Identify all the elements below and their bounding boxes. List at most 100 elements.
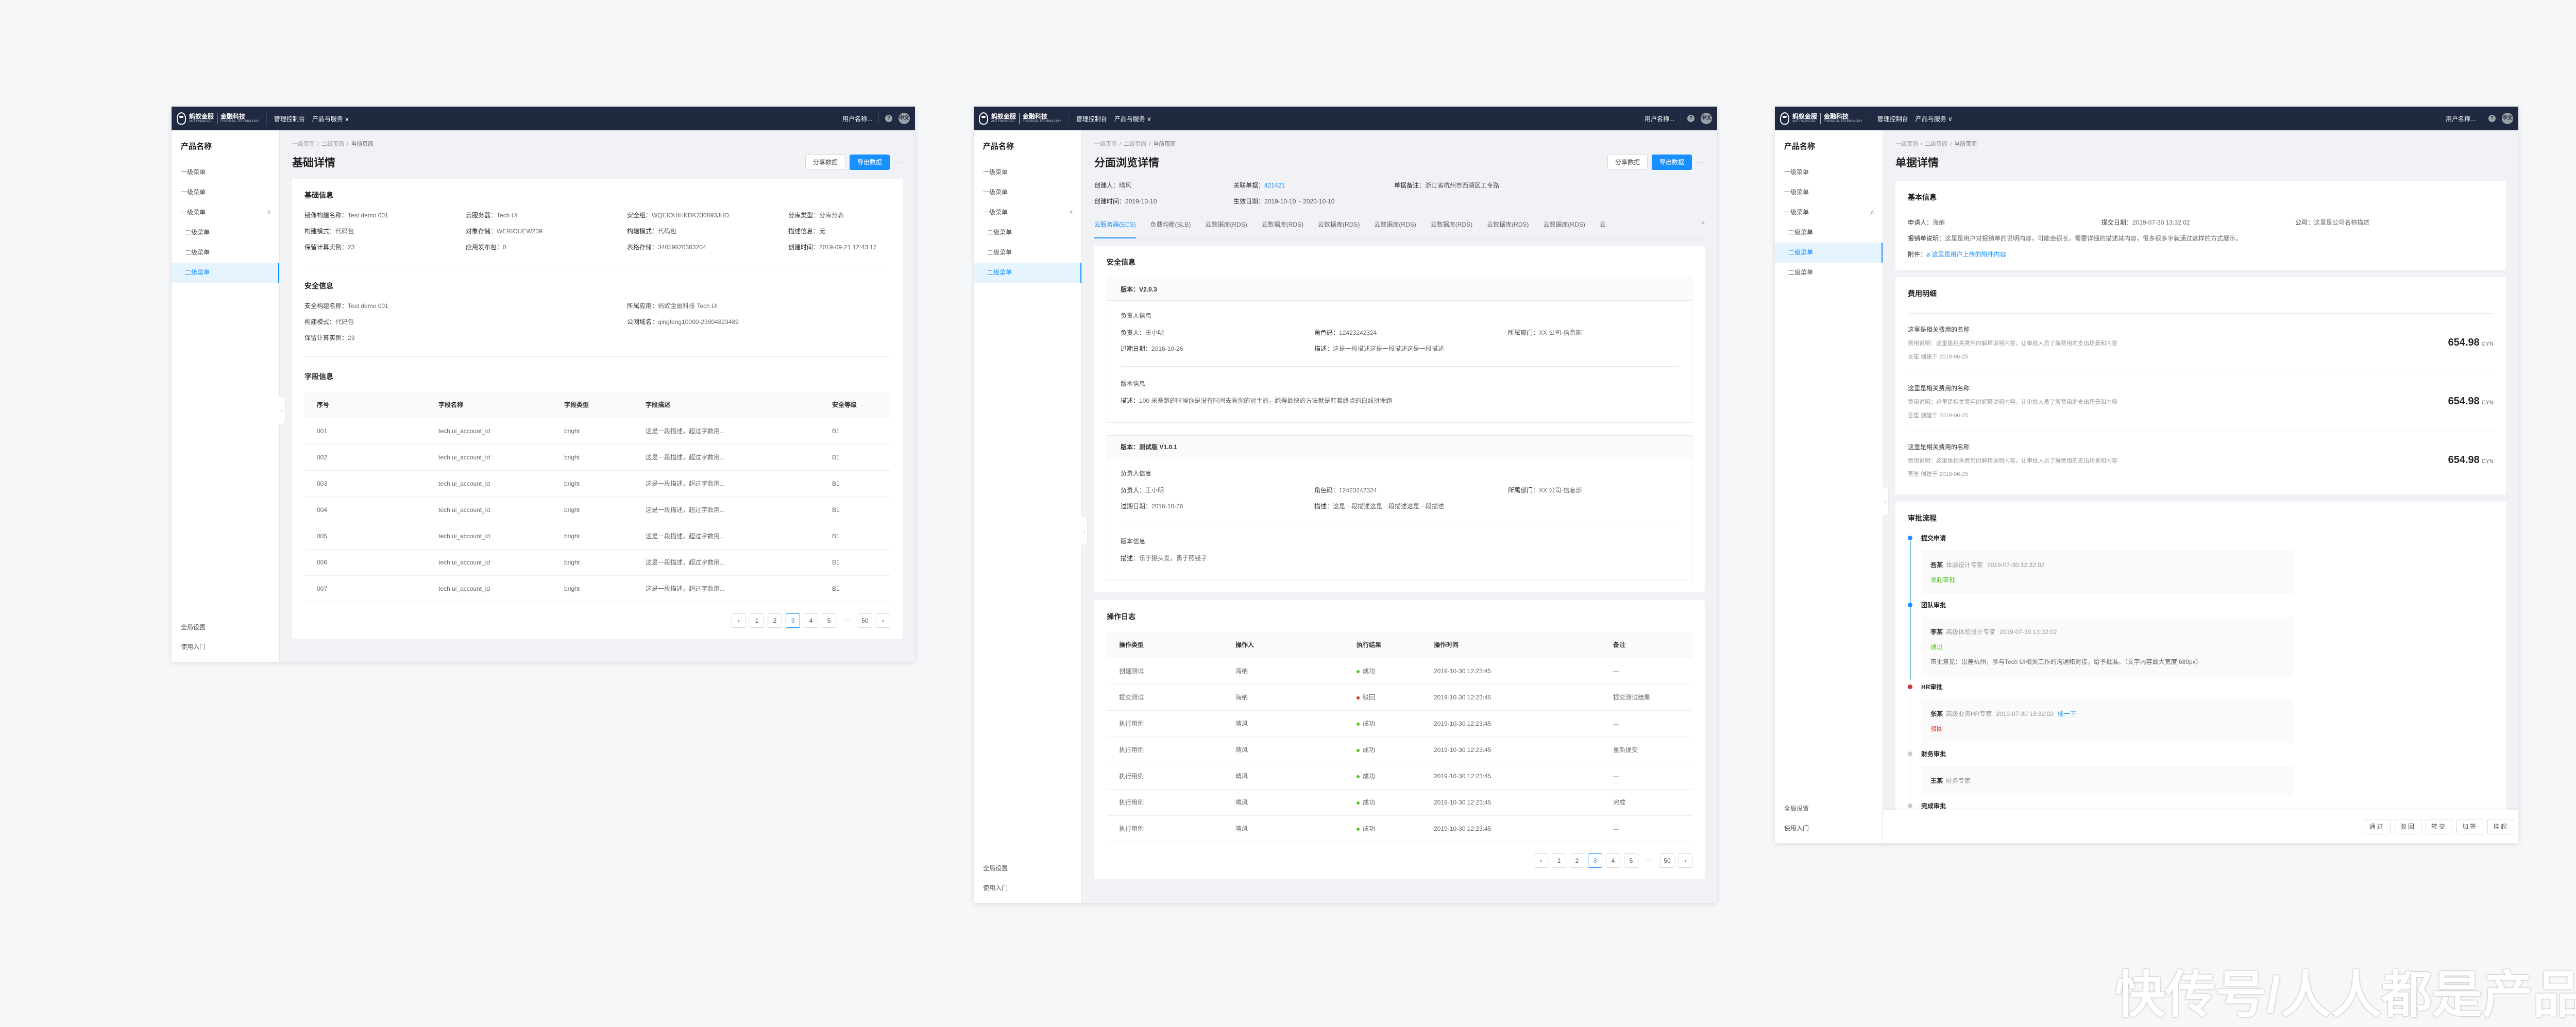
attachment-link[interactable]: 这里是用户上传的附件内容 (1931, 251, 2006, 258)
page-button-50[interactable]: 50 (1660, 853, 1674, 868)
sidebar-item-level2[interactable]: 二级菜单 (1775, 263, 1883, 283)
help-icon[interactable]: ? (2488, 115, 2496, 122)
urge-link[interactable]: 催一下 (2057, 710, 2076, 717)
sidebar-item-level1[interactable]: 一级菜单 (1775, 162, 1883, 182)
table-cell: B1 (820, 549, 890, 576)
global-settings-link[interactable]: 全局设置 (1784, 805, 1809, 812)
page-button-4[interactable]: 4 (804, 613, 818, 628)
sidebar-item-level2[interactable]: 二级菜单 (172, 263, 279, 283)
prev-page-button[interactable]: ‹ (732, 613, 746, 628)
page-button-1[interactable]: 1 (750, 613, 764, 628)
tab-resource[interactable]: 负载均衡(SLB) (1150, 221, 1191, 228)
prev-page-button[interactable]: ‹ (1534, 853, 1548, 868)
suspend-button[interactable]: 挂起 (2487, 819, 2514, 834)
reject-button[interactable]: 驳回 (2394, 819, 2421, 834)
tab-resource[interactable]: 云数据库(RDS) (1543, 221, 1585, 228)
global-settings-link[interactable]: 全局设置 (181, 624, 206, 631)
nav-item-console[interactable]: 管理控制台 (274, 115, 305, 123)
sidebar-item-level1[interactable]: 一级菜单 ∧ (172, 202, 279, 222)
nav-item-products[interactable]: 产品与服务 ∨ (1915, 115, 1953, 123)
page-button-2[interactable]: 2 (768, 613, 782, 628)
tab-resource[interactable]: 云 (1599, 221, 1606, 228)
next-page-button[interactable]: › (1678, 853, 1692, 868)
more-actions-icon[interactable]: ··· (894, 158, 903, 166)
nav-item-products[interactable]: 产品与服务 ∨ (312, 115, 349, 123)
user-name-menu[interactable]: 用户名称... (842, 115, 872, 123)
page-button-3[interactable]: 3 (786, 613, 800, 628)
sidebar-item-level2[interactable]: 二级菜单 (172, 243, 279, 263)
getting-started-link[interactable]: 使用入门 (1784, 825, 1809, 832)
sidebar-item-level2[interactable]: 二级菜单 (974, 222, 1081, 243)
sidebar-item-level1[interactable]: 一级菜单 (172, 182, 279, 202)
share-data-button[interactable]: 分享数据 (1607, 155, 1648, 170)
getting-started-link[interactable]: 使用入门 (181, 643, 206, 651)
language-switch[interactable]: 中文 (1701, 113, 1712, 124)
page-button-4[interactable]: 4 (1606, 853, 1620, 868)
help-icon[interactable]: ? (1687, 115, 1694, 122)
tab-resource[interactable]: 云数据库(RDS) (1261, 221, 1304, 228)
next-page-button[interactable]: › (876, 613, 890, 628)
chevron-up-icon[interactable]: ∧ (266, 209, 271, 215)
tabs-scroll-right-icon[interactable]: » (1698, 219, 1705, 226)
meta-field-value[interactable]: 421421 (1264, 182, 1285, 189)
sidebar-item-level2[interactable]: 二级菜单 (1775, 243, 1883, 263)
tab-resource[interactable]: 云数据库(RDS) (1374, 221, 1416, 228)
page-button-1[interactable]: 1 (1552, 853, 1566, 868)
add-signer-button[interactable]: 加签 (2456, 819, 2483, 834)
page-button-3[interactable]: 3 (1588, 853, 1602, 868)
nav-item-console[interactable]: 管理控制台 (1877, 115, 1908, 123)
tab-resource[interactable]: 云数据库(RDS) (1205, 221, 1247, 228)
breadcrumb-item[interactable]: 一级页面 (1094, 141, 1117, 147)
global-settings-link[interactable]: 全局设置 (983, 865, 1008, 872)
more-actions-icon[interactable]: ··· (1696, 158, 1705, 166)
breadcrumb-item[interactable]: 二级页面 (1124, 141, 1147, 147)
collapse-sidebar-handle[interactable]: ‹ (1883, 487, 1889, 516)
tab-resource[interactable]: 云数据库(RDS) (1487, 221, 1529, 228)
export-data-button[interactable]: 导出数据 (849, 155, 890, 170)
page-button-2[interactable]: 2 (1570, 853, 1584, 868)
help-icon[interactable]: ? (885, 115, 892, 122)
sidebar-item-level2[interactable]: 二级菜单 (974, 263, 1081, 283)
brand-logo[interactable]: 蚂蚁金服 ANT FINANCIAL 金融科技 FINANCIAL TECHNOLOG… (1780, 111, 1870, 126)
chevron-up-icon[interactable]: ∧ (1870, 209, 1874, 215)
breadcrumb-item[interactable]: 一级页面 (292, 141, 315, 147)
tab-resource[interactable]: 云数据库(RDS) (1430, 221, 1473, 228)
nav-item-console[interactable]: 管理控制台 (1076, 115, 1107, 123)
user-name-menu[interactable]: 用户名称... (2445, 115, 2476, 123)
brand-logo[interactable]: 蚂蚁金服 ANT FINANCIAL 金融科技 FINANCIAL TECHNOLOG… (177, 111, 267, 126)
sidebar-item-level2[interactable]: 二级菜单 (1775, 222, 1883, 243)
chevron-up-icon[interactable]: ∧ (1069, 209, 1073, 215)
status-text: 成功 (1363, 799, 1376, 806)
collapse-sidebar-handle[interactable]: ‹ (279, 396, 285, 425)
sidebar-item-level1[interactable]: 一级菜单 (974, 162, 1081, 182)
sidebar-item-level2[interactable]: 二级菜单 (172, 222, 279, 243)
sidebar-item-level1[interactable]: 一级菜单 ∧ (974, 202, 1081, 222)
tab-resource[interactable]: 云服务器(ECS) (1094, 219, 1136, 238)
tab-resource[interactable]: 云数据库(RDS) (1318, 221, 1360, 228)
export-data-button[interactable]: 导出数据 (1651, 155, 1692, 170)
fee-description: 费用说明：这里是相关费用的解释说明内容，让审批人员了解费用的支出场景和内容 (1908, 399, 2117, 405)
language-switch[interactable]: 中文 (2502, 113, 2513, 124)
share-data-button[interactable]: 分享数据 (805, 155, 845, 170)
breadcrumb-item[interactable]: 二级页面 (321, 141, 345, 147)
sidebar-item-level1[interactable]: 一级菜单 (172, 162, 279, 182)
page-button-5[interactable]: 5 (1624, 853, 1638, 868)
user-name-menu[interactable]: 用户名称... (1644, 115, 1674, 123)
breadcrumb-item[interactable]: 一级页面 (1895, 141, 1918, 147)
reimbursement-note: 报销单说明：这里是用户对报销单的说明内容，可能会很长，需要详细的描述其内容，很多… (1908, 234, 2494, 243)
brand-logo[interactable]: 蚂蚁金服 ANT FINANCIAL 金融科技 FINANCIAL TECHNOLOG… (979, 111, 1069, 126)
sidebar-item-level2[interactable]: 二级菜单 (974, 243, 1081, 263)
sidebar-item-level1[interactable]: 一级菜单 ∧ (1775, 202, 1883, 222)
page-button-50[interactable]: 50 (858, 613, 872, 628)
language-switch[interactable]: 中文 (899, 113, 910, 124)
sidebar-item-level1[interactable]: 一级菜单 (1775, 182, 1883, 202)
approve-button[interactable]: 通过 (2363, 819, 2391, 834)
sidebar-item-level1[interactable]: 一级菜单 (974, 182, 1081, 202)
transfer-button[interactable]: 转交 (2425, 819, 2452, 834)
page-button-5[interactable]: 5 (822, 613, 836, 628)
getting-started-link[interactable]: 使用入门 (983, 884, 1008, 892)
nav-item-products[interactable]: 产品与服务 ∨ (1114, 115, 1151, 123)
breadcrumb-item[interactable]: 二级页面 (1925, 141, 1948, 147)
collapse-sidebar-handle[interactable]: ‹ (1081, 517, 1088, 545)
ant-logo-icon (979, 112, 988, 125)
